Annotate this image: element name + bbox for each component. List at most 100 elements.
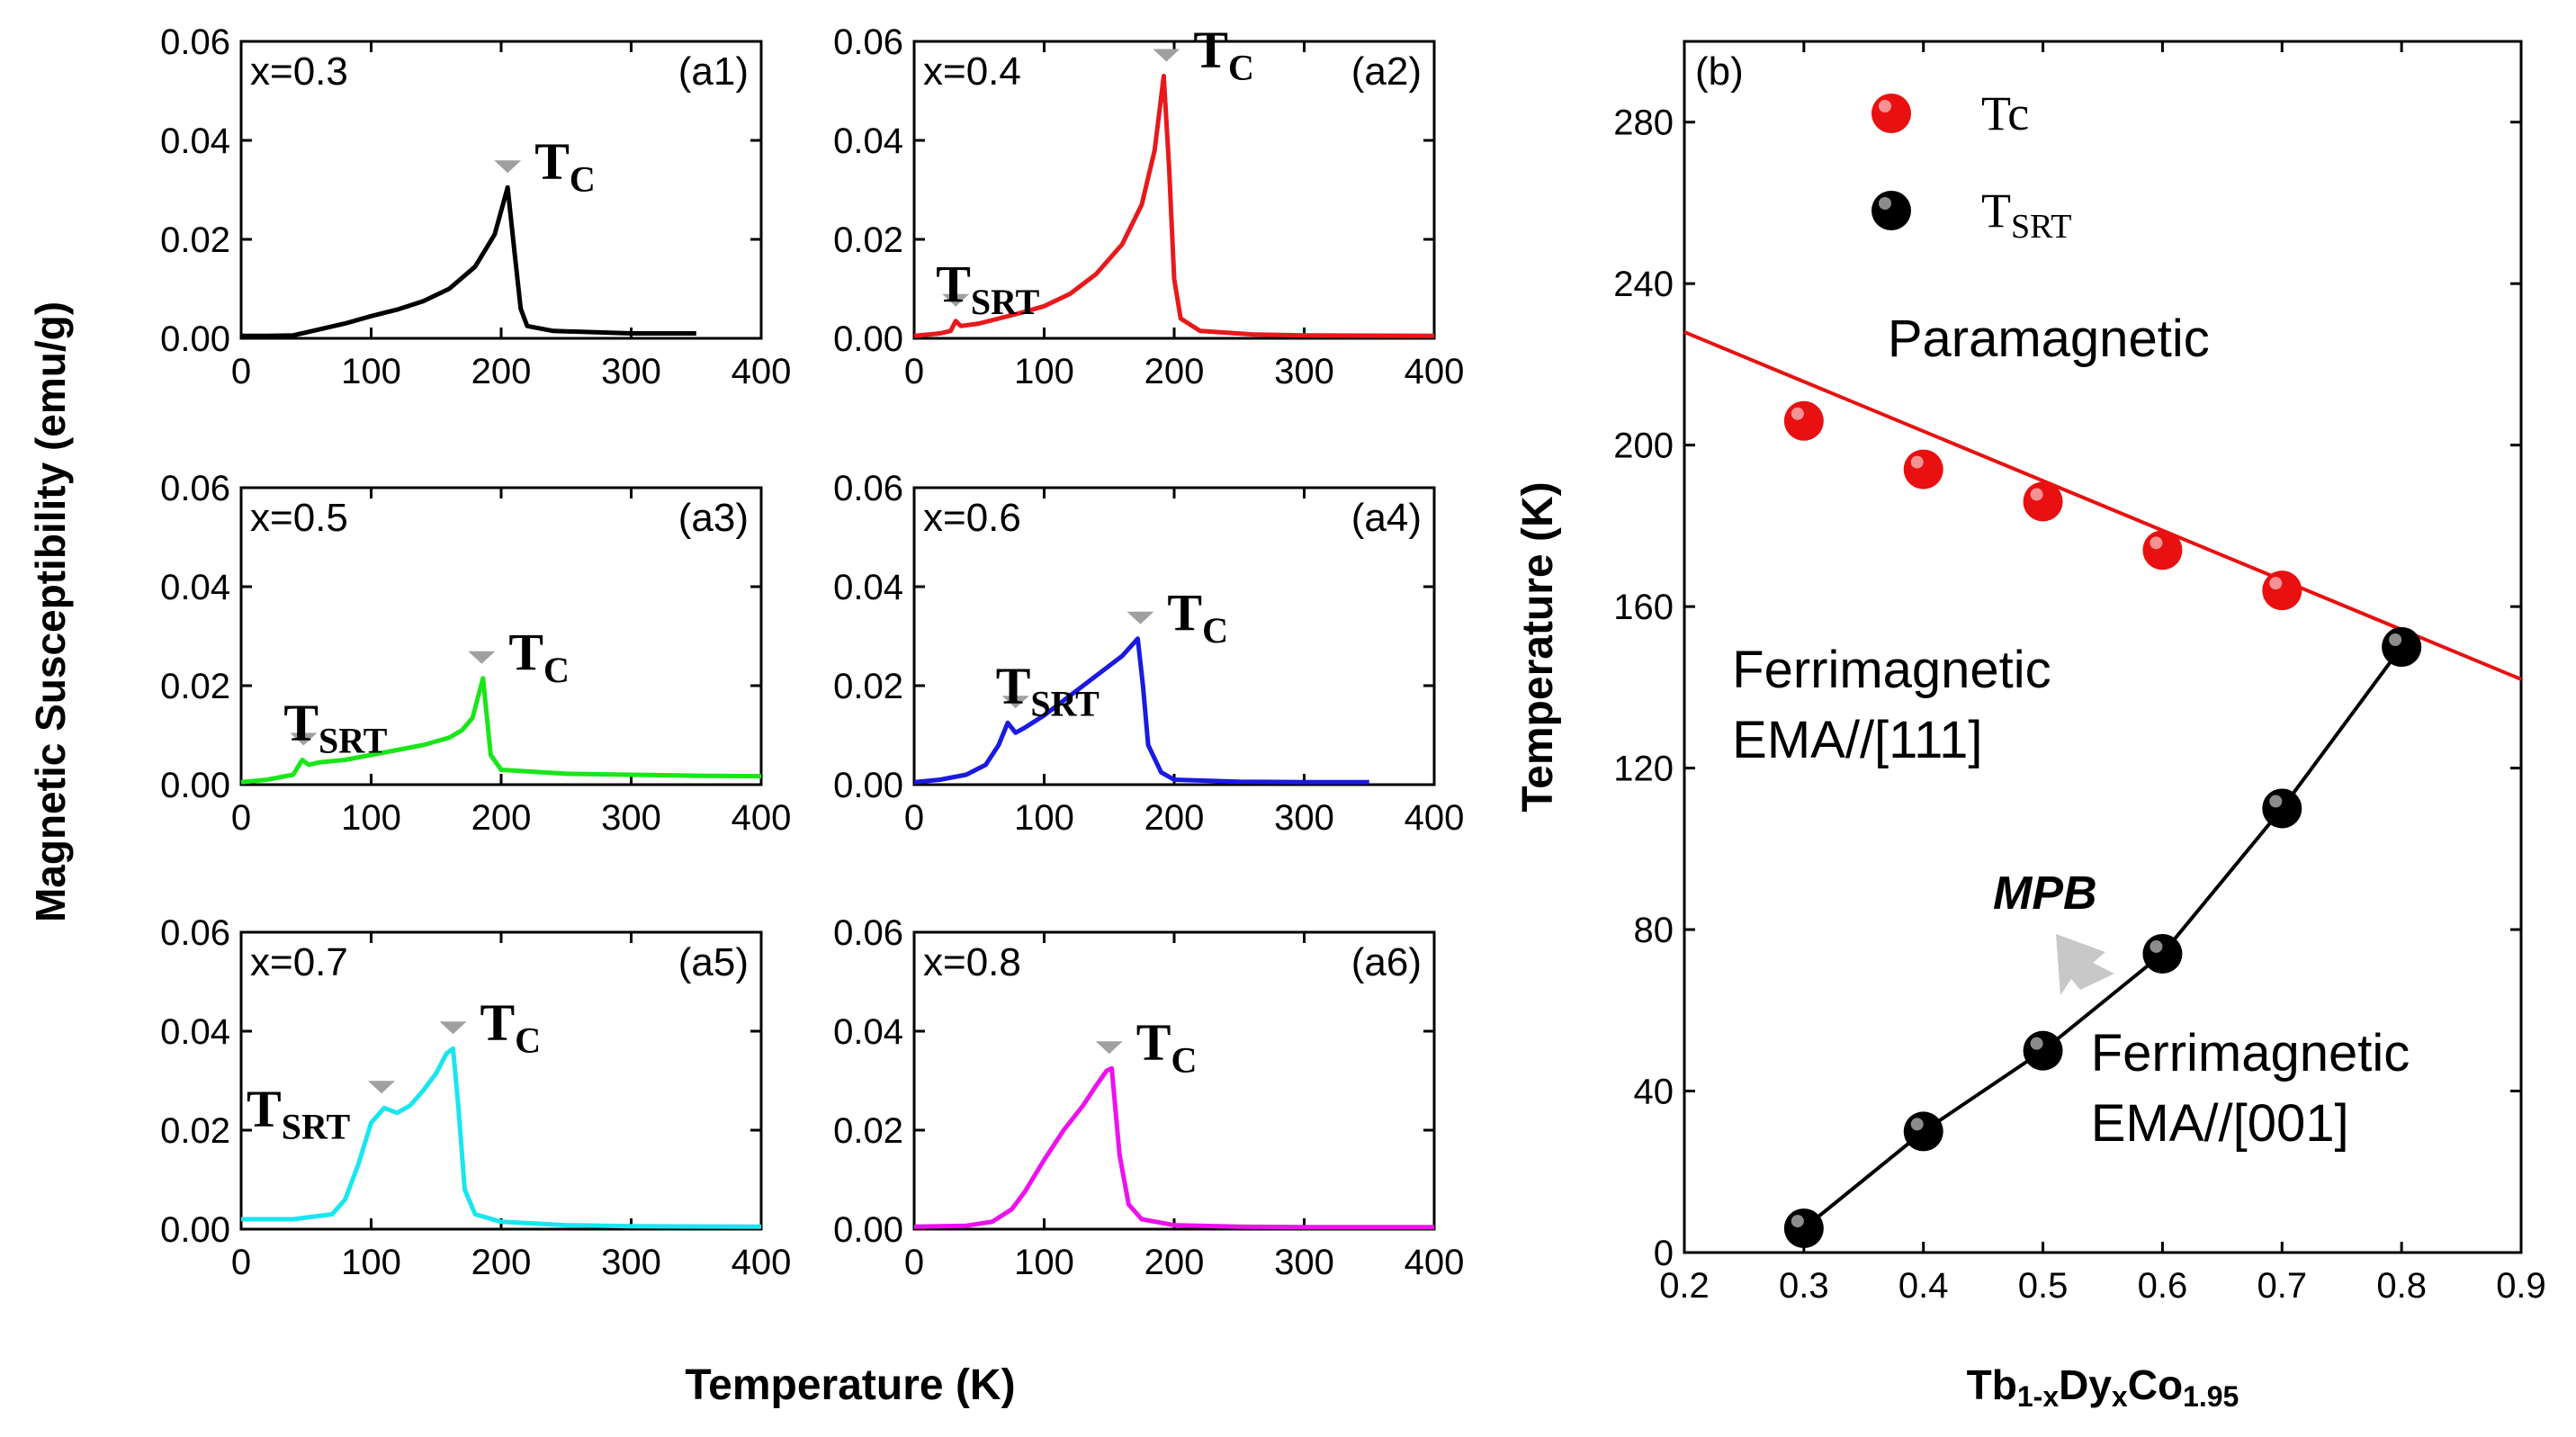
y-tick-label: 0.00	[833, 319, 903, 359]
y-tick-label: 0.00	[833, 1210, 903, 1250]
tsrt-annotation: TSRT	[936, 255, 1039, 322]
transition-marker	[290, 732, 318, 746]
x-tick-label: 100	[1014, 1243, 1074, 1282]
x-tick-label: 200	[471, 798, 532, 838]
region-label: EMA//[001]	[2091, 1094, 2349, 1153]
panel-a2: 0 100 200 300 400 0.00 0.02 0.04 0.06 (a2) x=0.4 TC…	[833, 21, 1464, 392]
left-y-axis-label: Magnetic Susceptibility (emu/g)	[27, 301, 74, 922]
y-tick-label: 0.06	[833, 913, 903, 953]
panel-a1: 0 100 200 300 400 0.00 0.02 0.04 0.06 (a1) x=0.3 TC	[160, 22, 791, 391]
x-tick-label: 0	[231, 1243, 251, 1282]
legend-marker-highlight	[1879, 197, 1891, 210]
x-tick-label: 400	[1405, 798, 1465, 838]
transition-marker	[368, 1081, 396, 1094]
data-point-highlight	[2030, 488, 2043, 501]
legend-marker	[1871, 191, 1911, 230]
region-label: Ferrimagnetic	[2091, 1024, 2410, 1082]
composition-label: x=0.7	[250, 940, 348, 984]
data-point-highlight	[2150, 939, 2163, 953]
y-tick-label: 0.02	[833, 667, 903, 706]
tc-annotation: TC	[1167, 583, 1228, 651]
y-tick-label: 40	[1634, 1073, 1674, 1112]
x-tick-label: 0.3	[1779, 1266, 1829, 1306]
composition-label: x=0.4	[923, 49, 1021, 94]
data-curve	[913, 74, 1435, 338]
y-tick-label: 0.04	[833, 568, 903, 607]
x-tick-label: 0.9	[2496, 1266, 2546, 1306]
x-tick-label: 0	[904, 352, 924, 391]
legend-label: Tc	[1981, 86, 2029, 140]
data-point	[1783, 400, 1824, 441]
data-point	[2023, 1030, 2063, 1071]
x-tick-label: 100	[341, 1243, 401, 1282]
legend-label: TSRT	[1981, 184, 2071, 246]
y-tick-label: 0.00	[160, 1210, 230, 1250]
y-tick-label: 0.06	[833, 22, 903, 62]
mpb-label: MPB	[1993, 867, 2097, 920]
tc-annotation: TC	[508, 623, 570, 690]
panel-label: (a4)	[1351, 496, 1422, 540]
y-tick-label: 0.06	[160, 469, 230, 508]
mpb-arrow	[2056, 934, 2114, 995]
transition-marker	[1153, 49, 1180, 62]
tc-annotation: TC	[480, 992, 542, 1060]
y-tick-label: 0.02	[833, 1111, 903, 1151]
panel-frame	[1683, 40, 2523, 1254]
tc-annotation: TC	[534, 131, 596, 199]
x-tick-label: 300	[601, 798, 661, 838]
x-tick-label: 100	[341, 352, 401, 391]
data-point-highlight	[2269, 577, 2283, 590]
y-tick-label: 280	[1613, 103, 1674, 143]
y-tick-label: 240	[1613, 265, 1674, 304]
data-point	[2382, 627, 2422, 667]
fit-line-1	[1802, 645, 2403, 1230]
transition-marker	[1095, 1041, 1123, 1055]
x-tick-label: 400	[1405, 1243, 1465, 1282]
region-label: EMA//[111]	[1732, 711, 1982, 769]
panel-a6: 0 100 200 300 400 0.00 0.02 0.04 0.06 (a6) x=0.8 TC	[833, 913, 1464, 1282]
y-tick-label: 0.00	[160, 319, 230, 359]
data-point	[2142, 933, 2183, 974]
panels: 0 100 200 300 4000.000.020.040.06(a1)x=0.3TC…	[160, 21, 2546, 1414]
y-tick-label: 200	[1613, 427, 1674, 466]
x-tick-label: 300	[601, 1243, 661, 1282]
data-curve	[913, 636, 1369, 785]
y-tick-label: 0.06	[160, 22, 230, 62]
data-point	[2262, 788, 2302, 829]
data-point-highlight	[1791, 1215, 1804, 1228]
transition-marker	[942, 293, 970, 307]
composition-label: x=0.3	[250, 49, 348, 94]
panel-label: (a3)	[678, 496, 749, 540]
x-tick-label: 300	[601, 352, 661, 391]
data-point	[2023, 481, 2063, 522]
region-label: Paramagnetic	[1888, 310, 2210, 368]
x-tick-label: 200	[1144, 1243, 1205, 1282]
x-tick-label: 400	[732, 352, 792, 391]
b-x-axis-label: Tb1-xDyxCo1.95	[1967, 1361, 2239, 1413]
x-tick-label: 0.8	[2376, 1266, 2427, 1306]
tc-annotation: TC	[1193, 21, 1254, 88]
data-point-highlight	[2150, 536, 2163, 550]
panel-label: (a5)	[678, 940, 749, 984]
y-tick-label: 0.00	[833, 766, 903, 805]
data-point	[1903, 1111, 1943, 1152]
panel-label: (a2)	[1351, 49, 1422, 94]
x-tick-label: 100	[1014, 352, 1074, 391]
data-curve	[241, 184, 696, 338]
x-tick-label: 100	[1014, 798, 1074, 838]
y-tick-label: 0.02	[160, 220, 230, 260]
x-tick-label: 0.5	[2018, 1266, 2069, 1306]
data-point	[2262, 570, 2302, 611]
data-curve	[913, 1065, 1434, 1230]
transition-marker	[439, 1021, 467, 1035]
data-point-highlight	[1910, 1118, 1924, 1131]
x-tick-label: 400	[732, 798, 792, 838]
panel-a3: 0 100 200 300 400 0.00 0.02 0.04 0.06 (a3) x=0.5 TC…	[160, 469, 791, 838]
y-tick-label: 0.02	[833, 220, 903, 260]
x-tick-label: 200	[1144, 352, 1205, 391]
panel-label: (b)	[1695, 49, 1744, 94]
x-tick-label: 400	[1405, 352, 1465, 391]
b-y-axis-label: Temperature (K)	[1514, 481, 1562, 812]
transition-marker	[468, 651, 496, 664]
